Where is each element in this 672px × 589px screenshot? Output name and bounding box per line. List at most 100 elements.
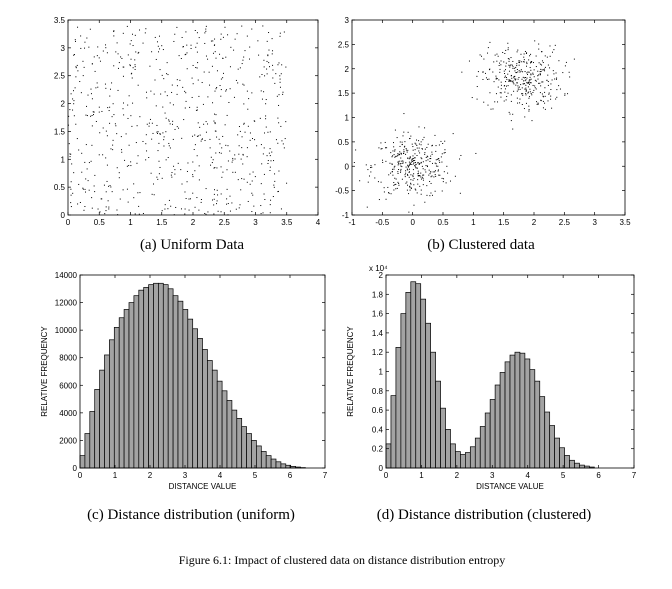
scatter-point	[154, 36, 156, 38]
scatter-point	[267, 131, 269, 133]
scatter-point	[424, 169, 426, 171]
scatter-point	[176, 126, 178, 128]
histogram-bar	[474, 437, 481, 469]
scatter-point	[521, 78, 523, 80]
scatter-point	[127, 117, 129, 119]
scatter-point	[523, 108, 525, 110]
scatter-point	[269, 155, 271, 157]
scatter-point	[260, 183, 262, 185]
scatter-point	[272, 64, 274, 66]
scatter-point	[409, 162, 411, 164]
scatter-point	[265, 126, 267, 128]
scatter-point	[397, 171, 399, 173]
scatter-point	[86, 37, 88, 39]
scatter-point	[115, 51, 117, 53]
scatter-point	[509, 65, 511, 67]
scatter-point	[198, 209, 200, 211]
scatter-point	[408, 171, 410, 173]
scatter-point	[77, 26, 79, 28]
scatter-point	[192, 174, 194, 176]
scatter-point	[401, 141, 403, 143]
scatter-point	[423, 136, 425, 138]
scatter-point	[518, 70, 520, 72]
scatter-point	[413, 178, 415, 180]
scatter-point	[528, 96, 530, 98]
scatter-point	[136, 125, 138, 127]
scatter-point	[71, 163, 73, 165]
caption-d: (d) Distance distribution (clustered)	[377, 507, 592, 523]
scatter-point	[191, 96, 193, 98]
scatter-point	[205, 188, 207, 190]
scatter-point	[214, 90, 216, 92]
scatter-point	[196, 135, 198, 137]
scatter-point	[195, 109, 197, 111]
scatter-point	[106, 164, 108, 166]
scatter-point	[402, 160, 404, 162]
scatter-point	[188, 209, 190, 211]
scatter-point	[136, 162, 138, 164]
scatter-point	[525, 89, 527, 91]
scatter-point	[555, 98, 557, 100]
scatter-point	[492, 108, 494, 110]
scatter-point	[403, 149, 405, 151]
scatter-point	[382, 159, 384, 161]
scatter-point	[378, 147, 380, 149]
scatter-point	[529, 82, 531, 84]
scatter-point	[418, 172, 420, 174]
scatter-point	[133, 183, 135, 185]
scatter-point	[80, 47, 82, 49]
scatter-point	[131, 33, 133, 35]
scatter-point	[278, 170, 280, 172]
scatter-point	[252, 138, 254, 140]
histogram-bar	[445, 429, 451, 469]
scatter-point	[122, 66, 124, 68]
scatter-point	[511, 77, 513, 79]
d-ytick-label: 0.4	[372, 425, 384, 434]
histogram-bar	[534, 380, 541, 469]
scatter-point	[194, 206, 196, 208]
scatter-point	[520, 53, 522, 55]
scatter-point	[225, 144, 227, 146]
scatter-point	[149, 65, 151, 67]
scatter-point	[246, 35, 248, 37]
scatter-point	[393, 146, 395, 148]
scatter-point	[527, 82, 529, 84]
scatter-point	[98, 57, 100, 59]
scatter-point	[505, 62, 507, 64]
scatter-point	[413, 173, 415, 175]
scatter-point	[229, 88, 231, 90]
scatter-point	[127, 104, 129, 106]
scatter-point	[242, 59, 244, 61]
scatter-point	[70, 93, 72, 95]
scatter-point	[410, 174, 412, 176]
scatter-point	[109, 122, 111, 124]
scatter-point	[542, 100, 544, 102]
scatter-point	[487, 52, 489, 54]
histogram-bar	[574, 462, 580, 469]
scatter-point	[75, 66, 77, 68]
scatter-point	[532, 72, 534, 74]
scatter-point	[408, 176, 410, 178]
scatter-point	[420, 157, 422, 159]
a-xtick-label: 0	[66, 218, 71, 227]
histogram-bar	[499, 372, 506, 469]
scatter-point	[418, 175, 420, 177]
scatter-point	[517, 87, 519, 89]
scatter-point	[86, 168, 88, 170]
scatter-point	[390, 152, 392, 154]
scatter-point	[198, 165, 200, 167]
scatter-point	[516, 65, 518, 67]
scatter-point	[391, 171, 393, 173]
scatter-point	[444, 140, 446, 142]
b-ytick-label: 0.5	[338, 138, 350, 147]
scatter-point	[83, 66, 85, 68]
histogram-bar	[221, 390, 228, 469]
scatter-point	[410, 183, 412, 185]
scatter-point	[211, 162, 213, 164]
scatter-point	[243, 84, 245, 86]
scatter-point	[532, 91, 534, 93]
scatter-point	[429, 160, 431, 162]
scatter-point	[396, 187, 398, 189]
scatter-point	[427, 159, 429, 161]
scatter-point	[214, 38, 216, 40]
